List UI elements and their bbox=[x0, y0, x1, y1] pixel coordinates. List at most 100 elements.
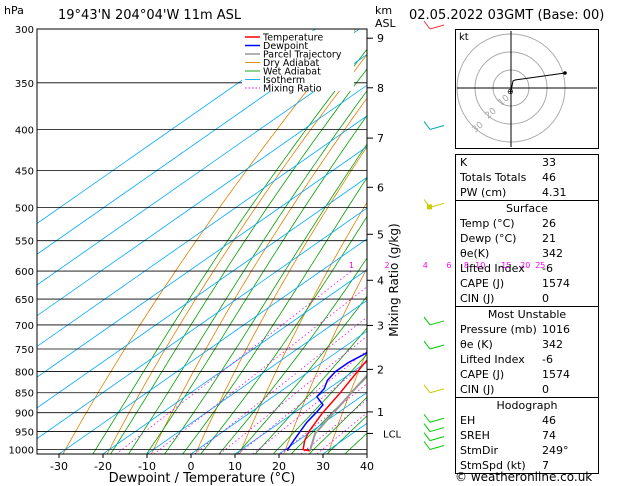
wind-barb bbox=[423, 20, 431, 30]
pressure-tick-label: 800 bbox=[15, 368, 34, 379]
legend-wet-adiabat-label: Wet Adiabat bbox=[263, 67, 321, 78]
hodograph-param-row: StmSpd (kt) 7 bbox=[456, 458, 598, 473]
legend-mixing-ratio-label: Mixing Ratio bbox=[263, 84, 322, 95]
legend-isotherm-label: Isotherm bbox=[263, 75, 305, 86]
km-tick-label: 8 bbox=[377, 82, 384, 95]
temperature-tick-label: 40 bbox=[360, 460, 374, 473]
most-unstable-value: 1574 bbox=[542, 368, 570, 381]
most-unstable-row: CIN (J) 0 bbox=[456, 382, 598, 397]
wet-adiabat-line bbox=[326, 415, 367, 454]
surface-value: 0 bbox=[542, 292, 549, 305]
most-unstable-value: 0 bbox=[542, 383, 549, 396]
wind-barb bbox=[423, 441, 431, 450]
most-unstable-label: CIN (J) bbox=[460, 383, 495, 396]
temperature-tick-label: 0 bbox=[188, 460, 195, 473]
hodograph-param-row: SREH 74 bbox=[456, 428, 598, 443]
hodograph-trace bbox=[510, 72, 566, 92]
index-label: Totals Totals bbox=[460, 171, 527, 184]
index-value: 4.31 bbox=[542, 186, 567, 199]
hodograph-param-label: EH bbox=[460, 414, 476, 427]
wind-barb bbox=[423, 121, 431, 130]
wet-adiabat-line bbox=[254, 327, 367, 454]
hodograph-table-title: Hodograph bbox=[456, 397, 598, 413]
pressure-tick-label: 750 bbox=[15, 345, 34, 356]
temperature-tick-label: 30 bbox=[316, 460, 330, 473]
mixing-ratio-label: 25 bbox=[535, 261, 545, 270]
wet-adiabat-line bbox=[272, 353, 367, 454]
temperature-profile bbox=[302, 359, 367, 452]
most-unstable-row: Lifted Index -6 bbox=[456, 352, 598, 367]
mixing-ratio-label: 6 bbox=[446, 261, 451, 270]
km-tick-label: 5 bbox=[377, 228, 384, 241]
isotherm-line bbox=[37, 84, 367, 317]
plot-frame bbox=[36, 28, 368, 455]
wind-barb bbox=[423, 340, 431, 350]
surface-row: CIN (J) 0 bbox=[456, 291, 598, 306]
most-unstable-row: Pressure (mb) 1016 bbox=[456, 322, 598, 337]
x-axis-label: Dewpoint / Temperature (°C) bbox=[109, 471, 296, 486]
wet-adiabat-line bbox=[290, 376, 367, 454]
isotherm-line bbox=[190, 330, 367, 454]
mixing-ratio-label: 2 bbox=[385, 261, 390, 270]
surface-title: Surface bbox=[456, 200, 598, 216]
temperature-tick-label: -20 bbox=[94, 460, 112, 473]
most-unstable-value: -6 bbox=[542, 353, 553, 366]
pressure-tick-label: 350 bbox=[15, 79, 34, 90]
pressure-tick-label: 500 bbox=[15, 203, 34, 214]
index-value: 33 bbox=[542, 156, 556, 169]
isotherm-line bbox=[37, 115, 367, 347]
surface-value: 21 bbox=[542, 232, 556, 245]
isotherm-line bbox=[37, 53, 367, 286]
surface-value: 1574 bbox=[542, 277, 570, 290]
pressure-tick-label: 600 bbox=[15, 267, 34, 278]
surface-label: Lifted Index bbox=[460, 262, 525, 275]
surface-row: θe(K) 342 bbox=[456, 246, 598, 261]
hodograph-end-marker bbox=[563, 71, 567, 75]
pressure-unit: hPa bbox=[4, 4, 24, 17]
pressure-tick-label: 950 bbox=[15, 428, 34, 439]
mixing-ratio-label: 15 bbox=[501, 261, 511, 270]
pressure-tick-label: 1000 bbox=[9, 445, 34, 456]
hodograph-param-value: 46 bbox=[542, 414, 556, 427]
most-unstable-label: Pressure (mb) bbox=[460, 323, 537, 336]
surface-label: CIN (J) bbox=[460, 292, 495, 305]
km-tick-label: 7 bbox=[377, 132, 384, 145]
most-unstable-value: 1016 bbox=[542, 323, 570, 336]
index-value: 46 bbox=[542, 171, 556, 184]
wind-barb bbox=[423, 413, 431, 423]
hodograph-unit: kt bbox=[459, 32, 469, 43]
wind-barb bbox=[429, 124, 445, 130]
hodograph-param-value: 7 bbox=[542, 459, 549, 472]
wind-barb bbox=[429, 417, 445, 423]
temperature-tick-label: 10 bbox=[228, 460, 242, 473]
index-row: Totals Totals 46 bbox=[456, 170, 598, 185]
wet-adiabat-line bbox=[308, 396, 367, 454]
mixing-ratio-label: 1 bbox=[349, 261, 354, 270]
temperature-tick-label: 20 bbox=[272, 460, 286, 473]
surface-label: Dewp (°C) bbox=[460, 232, 517, 245]
wind-barb bbox=[429, 427, 445, 433]
hodograph-param-row: EH 46 bbox=[456, 413, 598, 428]
most-unstable-title: Most Unstable bbox=[456, 306, 598, 322]
most-unstable-label: Lifted Index bbox=[460, 353, 525, 366]
km-tick-label: 3 bbox=[377, 319, 384, 332]
hodograph-param-label: SREH bbox=[460, 429, 490, 442]
legend-temperature-label: Temperature bbox=[262, 33, 323, 44]
most-unstable-row: CAPE (J) 1574 bbox=[456, 367, 598, 382]
hodograph-param-row: StmDir 249° bbox=[456, 443, 598, 458]
wind-barb bbox=[429, 320, 445, 326]
km-tick-label: 4 bbox=[377, 274, 384, 287]
mixing-ratio-line bbox=[316, 412, 367, 454]
surface-value: 26 bbox=[542, 217, 556, 230]
valid-time: 02.05.2022 03GMT (Base: 00) bbox=[409, 8, 605, 23]
mixing-ratio-line bbox=[218, 335, 367, 454]
mixing-ratio-line bbox=[252, 361, 367, 454]
km-tick-label: 2 bbox=[377, 363, 384, 376]
mixing-ratio-line bbox=[153, 286, 367, 454]
legend-dry-adiabat-label: Dry Adiabat bbox=[263, 58, 320, 69]
wind-barb bbox=[423, 384, 431, 394]
mixing-ratio-label: 8 bbox=[464, 261, 469, 270]
mixing-ratio-label: 10 bbox=[475, 261, 485, 270]
mixing-ratio-label: 20 bbox=[520, 261, 530, 270]
legend-parcel-label: Parcel Trajectory bbox=[263, 50, 342, 61]
